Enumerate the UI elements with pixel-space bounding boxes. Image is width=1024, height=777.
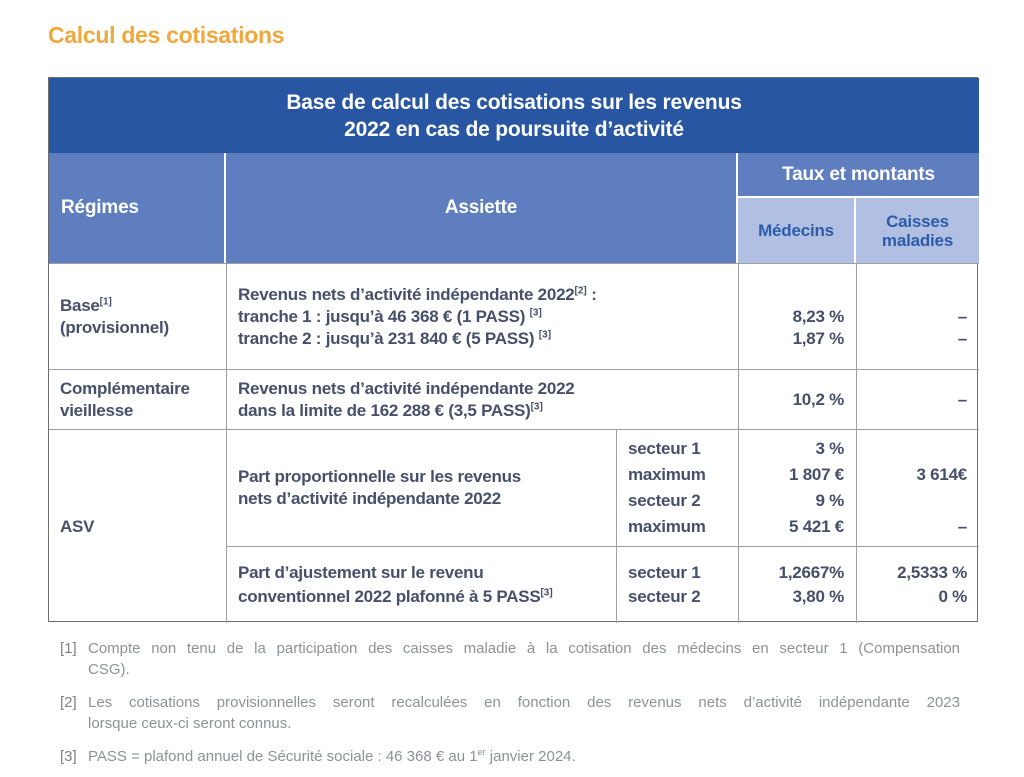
footnotes: [1] Compte non tenu de la participation … [60, 638, 960, 777]
caisses-label: Caisses maladies [881, 211, 954, 250]
asv-ajustement-line1: Part d’ajustement sur le revenu [238, 563, 484, 582]
complementaire-medecins-cell: 10,2 % [738, 369, 856, 429]
footnote-ref-3: [3] [529, 306, 542, 318]
base-assiette-intro: Revenus nets d’activité indépendante 202… [238, 284, 597, 304]
footnote-3-text: PASS = plafond annuel de Sécurité social… [88, 746, 960, 767]
base-assiette-tranche2: tranche 2 : jusqu’à 231 840 € (5 PASS) [… [238, 328, 552, 348]
asv-proportionnelle-line2: nets d’activité indépendante 2022 [238, 489, 501, 508]
footnote-3: [3] PASS = plafond annuel de Sécurité so… [60, 746, 960, 767]
footnote-ref-3: [3] [538, 328, 552, 340]
base-medecins-rate-tranche1: 8,23 % [792, 306, 845, 326]
secteur-2-label: secteur 2 [628, 587, 701, 606]
footnote-3-marker: [3] [60, 748, 77, 765]
asv-regime-cell: ASV [49, 429, 226, 623]
secteur-1-label: secteur 1 [628, 439, 701, 458]
base-caisses-cell: – – [856, 263, 979, 369]
table-title-band: Base de calcul des cotisations sur les r… [49, 78, 979, 153]
footnote-2-text: Les cotisations provisionnelles seront r… [88, 692, 960, 734]
base-regime-qualifier: (provisionnel) [60, 317, 169, 337]
secteur-1-label: secteur 1 [628, 563, 701, 582]
assiette-label: Assiette [444, 197, 518, 218]
base-caisses-dash-1: – [957, 306, 967, 326]
base-regime-cell: Base[1] (provisionnel) [49, 263, 226, 369]
taux-label: Taux et montants [782, 163, 935, 185]
cotisations-table: Base de calcul des cotisations sur les r… [48, 77, 979, 623]
asv-prop-secteur1-max: 1 807 € [789, 465, 844, 484]
column-header-taux-et-montants: Taux et montants [738, 153, 979, 198]
asv-prop-secteur1-rate: 3 % [815, 439, 844, 458]
asv-proportionnelle-line1: Part proportionnelle sur les revenus [238, 467, 521, 486]
footnote-1-line2: CSG). [88, 661, 130, 678]
asv-prop-caisses-amount: 3 614€ [916, 465, 968, 484]
complementaire-regime-cell: Complémentaire vieillesse [49, 369, 226, 429]
regimes-label: Régimes [61, 197, 139, 218]
page-title: Calcul des cotisations [48, 22, 285, 48]
footnote-1: [1] Compte non tenu de la participation … [60, 638, 960, 680]
maximum-label: maximum [628, 517, 706, 536]
asv-ajustement-medecins-cell: 1,2667% 3,80 % [738, 546, 856, 623]
asv-ajustement-caisses-cell: 2,5333 % 0 % [856, 546, 979, 623]
base-medecins-cell: 8,23 % 1,87 % [738, 263, 856, 369]
footnote-ref-3: [3] [540, 587, 553, 599]
footnote-2-line1: Les cotisations provisionnelles seront r… [88, 694, 960, 711]
column-header-regimes: Régimes [49, 153, 226, 263]
maximum-label: maximum [628, 465, 706, 484]
asv-ajustement-secteur-cell: secteur 1 secteur 2 [616, 546, 738, 623]
complementaire-caisses-dash: – [957, 389, 967, 409]
footnote-2-line2: lorsque ceux-ci seront connus. [88, 715, 292, 732]
asv-proportionnelle-secteur-cell: secteur 1 maximum secteur 2 maximum [616, 429, 738, 546]
complementaire-medecins-rate: 10,2 % [792, 389, 845, 409]
footnote-1-text: Compte non tenu de la participation des … [88, 638, 960, 680]
footnote-2-marker: [2] [60, 694, 77, 711]
base-medecins-rate-tranche2: 1,87 % [792, 328, 845, 348]
asv-prop-secteur2-rate: 9 % [815, 491, 844, 510]
asv-proportionnelle-assiette-cell: Part proportionnelle sur les revenus net… [226, 429, 616, 546]
asv-ajustement-assiette-cell: Part d’ajustement sur le revenu conventi… [226, 546, 616, 623]
footnote-1-marker: [1] [60, 640, 77, 657]
column-header-medecins: Médecins [738, 198, 856, 263]
complementaire-caisses-cell: – [856, 369, 979, 429]
asv-ajust-caisses-secteur1-rate: 2,5333 % [897, 563, 967, 582]
footnote-1-line1: Compte non tenu de la participation des … [88, 640, 960, 657]
column-header-caisses-maladies: Caisses maladies [856, 198, 979, 263]
column-header-assiette: Assiette [226, 153, 738, 263]
complementaire-assiette-cell: Revenus nets d’activité indépendante 202… [226, 369, 738, 429]
asv-regime-name: ASV [60, 516, 95, 536]
base-assiette-cell: Revenus nets d’activité indépendante 202… [226, 263, 738, 369]
table-title-line1: Base de calcul des cotisations sur les r… [286, 90, 742, 114]
base-assiette-tranche1: tranche 1 : jusqu’à 46 368 € (1 PASS) [3… [238, 306, 542, 326]
footnote-ref-2: [2] [574, 284, 587, 296]
asv-proportionnelle-caisses-cell: 3 614€ – [856, 429, 979, 546]
base-caisses-dash-2: – [957, 328, 967, 348]
complementaire-regime-line2: vieillesse [60, 400, 134, 420]
asv-proportionnelle-medecins-cell: 3 % 1 807 € 9 % 5 421 € [738, 429, 856, 546]
ordinal-er-superscript: er [477, 747, 486, 757]
complementaire-assiette-line1: Revenus nets d’activité indépendante 202… [238, 378, 575, 398]
asv-ajustement-line2: conventionnel 2022 plafonné à 5 PASS[3] [238, 587, 553, 606]
asv-ajust-caisses-secteur2-rate: 0 % [938, 587, 967, 606]
footnote-ref-3: [3] [530, 400, 543, 412]
table-title-line2: 2022 en cas de poursuite d’activité [344, 117, 684, 141]
footnote-ref-1: [1] [99, 295, 112, 307]
asv-prop-caisses-dash: – [957, 517, 967, 536]
complementaire-assiette-line2: dans la limite de 162 288 € (3,5 PASS)[3… [238, 400, 543, 420]
base-regime-name: Base[1] [60, 295, 112, 315]
asv-ajust-secteur1-rate: 1,2667% [778, 563, 845, 582]
asv-prop-secteur2-max: 5 421 € [789, 517, 844, 536]
footnote-3-line1: PASS = plafond annuel de Sécurité social… [88, 747, 576, 766]
secteur-2-label: secteur 2 [628, 491, 701, 510]
asv-ajust-secteur2-rate: 3,80 % [792, 587, 845, 606]
medecins-label: Médecins [758, 221, 834, 240]
footnote-2: [2] Les cotisations provisionnelles sero… [60, 692, 960, 734]
complementaire-regime-line1: Complémentaire [60, 378, 190, 398]
